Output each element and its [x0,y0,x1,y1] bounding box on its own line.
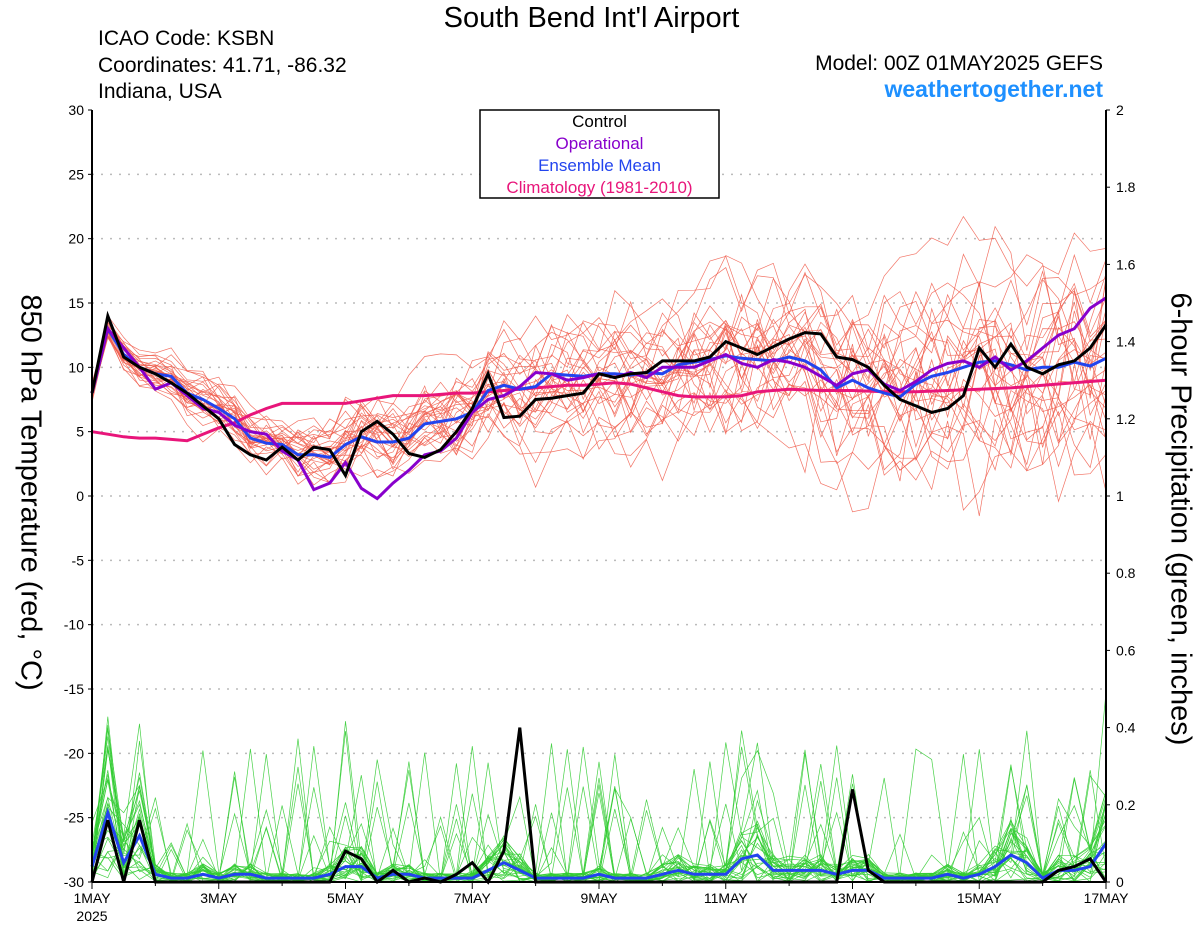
y2-tick-label: 1.2 [1116,411,1136,427]
y2-tick-label: 0.4 [1116,720,1136,736]
y2-tick-label: 1 [1116,488,1124,504]
precip-member-line [91,761,1107,883]
precip-member-line [91,725,1107,883]
y2-tick-label: 1.6 [1116,256,1136,272]
x-tick-label: 17MAY [1084,890,1130,906]
precip-member-line [91,691,1107,883]
x-tick-label: 3MAY [200,890,238,906]
y2-tick-label: 0 [1116,874,1124,890]
x-tick-label: 13MAY [830,890,876,906]
temp-member-line [91,253,1107,473]
y-tick-label: 5 [76,424,84,440]
y2-tick-label: 1.8 [1116,179,1136,195]
legend-item: Operational [556,134,644,153]
y-tick-label: -20 [64,745,84,761]
y-tick-label: -5 [72,552,85,568]
temp-member-line [91,317,1107,471]
temp-control-line [90,310,1108,479]
temp-member-line [91,291,1107,486]
chart-title: South Bend Int'l Airport [443,2,740,34]
y-tick-label: 10 [68,359,84,375]
y2-tick-label: 0.2 [1116,797,1136,813]
y-tick-label: 25 [68,166,84,182]
coordinates: Coordinates: 41.71, -86.32 [98,54,347,77]
site-link[interactable]: weathertogether.net [884,76,1103,102]
temp-member-line [91,314,1107,461]
region: Indiana, USA [98,80,222,103]
y2-tick-label: 0.6 [1116,642,1136,658]
y-tick-label: -10 [64,617,84,633]
y-tick-label: 20 [68,231,84,247]
y2-tick-label: 2 [1116,102,1124,118]
x-tick-label: 15MAY [957,890,1003,906]
y-tick-label: 15 [68,295,84,311]
y-tick-label: -15 [64,681,84,697]
precip-member-line [91,728,1107,883]
legend-item: Ensemble Mean [538,156,661,175]
temp-member-line [91,254,1107,448]
temperature-ensemble-members [91,215,1107,517]
temp-member-line [91,262,1107,452]
precipitation-ensemble-members [91,691,1107,883]
temp-member-line [91,278,1107,483]
legend-box [479,109,720,199]
grid [92,173,1106,819]
precip-ensemble-mean-line [90,807,1108,880]
precip-member-line [91,731,1107,883]
y-tick-label: 0 [76,488,84,504]
x-tick-label: 5MAY [327,890,365,906]
temp-operational-line [90,296,1107,501]
year-label: 2025 [76,908,107,924]
temp-member-line [91,255,1107,503]
temp-member-line [91,320,1107,470]
axes: 302520151050-5-10-15-20-25-3021.81.61.41… [64,102,1136,924]
y-tick-label: -25 [64,810,84,826]
precip-member-line [91,728,1107,883]
y-tick-label: -30 [64,874,84,890]
x-tick-label: 11MAY [704,890,748,906]
x-tick-label: 7MAY [454,890,492,906]
y2-tick-label: 1.4 [1116,334,1136,350]
icao-code: ICAO Code: KSBN [98,27,275,50]
temp-member-line [91,318,1107,481]
legend: Control Operational Ensemble Mean Climatolo… [479,109,720,199]
temp-member-line [91,321,1107,466]
precip-member-line [91,730,1107,882]
temp-member-line [91,274,1107,483]
y2-tick-label: 0.8 [1116,565,1136,581]
precip-member-line [91,775,1107,882]
y-tick-label: 30 [68,102,84,118]
model-run: Model: 00Z 01MAY2025 GEFS [815,52,1103,75]
x-tick-label: 1MAY [73,890,111,906]
x-tick-label: 9MAY [580,890,618,906]
legend-item: Climatology (1981-2010) [506,178,692,197]
legend-item: Control [572,112,627,131]
precip-control-line [90,727,1108,885]
